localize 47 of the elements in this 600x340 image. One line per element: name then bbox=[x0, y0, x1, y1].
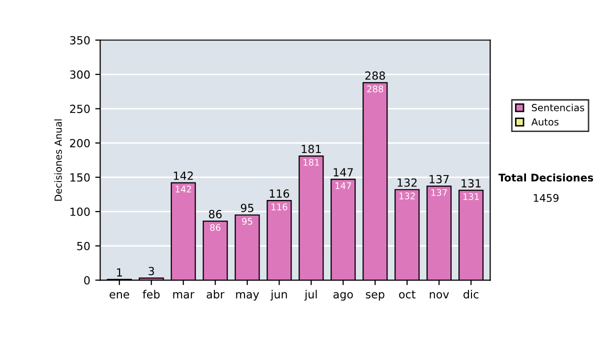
data-label: 86 bbox=[210, 224, 220, 231]
data-label: 95 bbox=[242, 218, 252, 225]
data-label: 142 bbox=[176, 186, 192, 192]
data-label: 181 bbox=[304, 158, 319, 166]
y-axis-title: Decisiones Anual bbox=[54, 119, 62, 201]
y-tick-label: 300 bbox=[70, 70, 90, 79]
total-label: 137 bbox=[430, 174, 449, 184]
data-label: 288 bbox=[367, 86, 384, 92]
total-label: 142 bbox=[174, 172, 193, 180]
text: Total Decisiones bbox=[498, 173, 594, 182]
y-tick-label: 100 bbox=[70, 208, 90, 216]
x-tick-label: feb bbox=[142, 290, 160, 298]
data-label: 116 bbox=[272, 204, 288, 210]
data-label: 132 bbox=[399, 192, 415, 200]
x-tick-label: ago bbox=[333, 292, 353, 301]
x-tick-label: may bbox=[236, 292, 260, 301]
y-tick-label: 200 bbox=[70, 138, 90, 148]
data-label: 147 bbox=[336, 182, 351, 189]
total-label: 131 bbox=[462, 179, 481, 188]
x-tick-label: sep bbox=[366, 292, 384, 301]
x-tick-label: nov bbox=[430, 292, 449, 298]
x-tick-label: jul bbox=[304, 290, 317, 301]
legend-label: Sentencias bbox=[532, 104, 584, 112]
x-tick-label: ene bbox=[110, 292, 130, 298]
total-label: 147 bbox=[334, 168, 353, 176]
total-label: 288 bbox=[365, 71, 385, 80]
total-label: 132 bbox=[398, 178, 417, 187]
x-tick-label: abr bbox=[206, 290, 224, 298]
x-tick-label: dic bbox=[464, 290, 478, 298]
y-tick-label: 250 bbox=[70, 104, 90, 114]
total-label: 86 bbox=[208, 210, 222, 218]
text: 1459 bbox=[534, 194, 559, 202]
data-label: 131 bbox=[463, 193, 479, 200]
y-tick-label: 0 bbox=[84, 276, 90, 285]
total-label: 181 bbox=[302, 144, 321, 154]
x-tick-label: jun bbox=[270, 290, 287, 301]
total-label: 95 bbox=[240, 204, 254, 212]
y-tick-label: 50 bbox=[77, 242, 90, 250]
total-label: 116 bbox=[270, 189, 290, 198]
y-tick-label: 350 bbox=[70, 36, 90, 44]
x-tick-label: oct bbox=[399, 290, 416, 298]
data-label: 137 bbox=[431, 189, 447, 196]
x-tick-label: mar bbox=[173, 292, 194, 298]
legend-label: Autos bbox=[531, 118, 558, 126]
total-label: 3 bbox=[148, 266, 154, 276]
total-label: 1 bbox=[117, 268, 122, 276]
y-tick-label: 150 bbox=[70, 173, 90, 182]
